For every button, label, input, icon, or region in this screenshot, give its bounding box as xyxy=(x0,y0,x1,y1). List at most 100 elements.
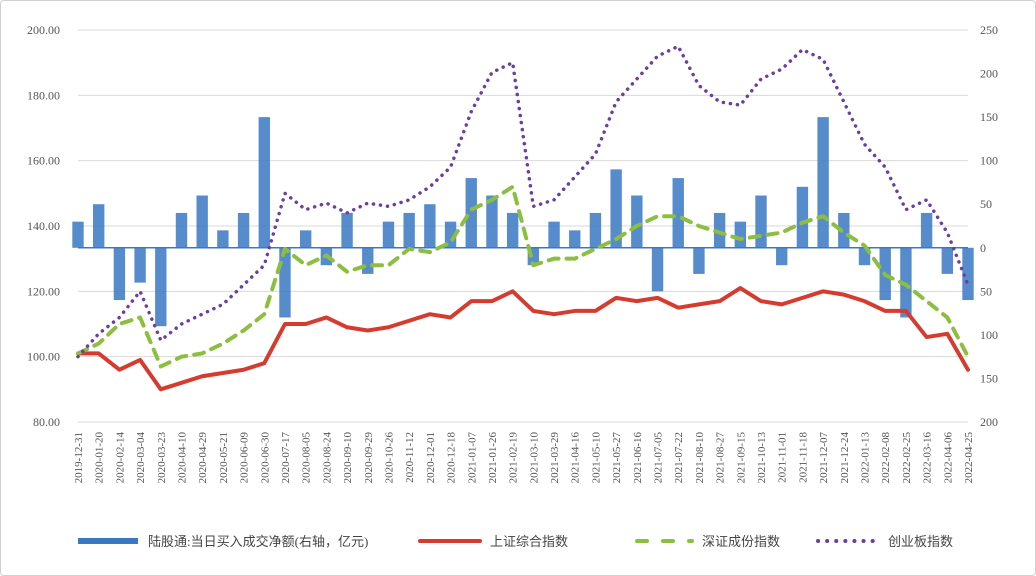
bar-net-inflow xyxy=(631,195,643,248)
x-axis-tick: 2021-01-26 xyxy=(487,432,499,484)
left-axis-tick: 200.00 xyxy=(27,23,60,37)
x-axis-tick: 2020-11-12 xyxy=(404,432,416,483)
bar-net-inflow xyxy=(693,247,705,274)
x-axis-tick: 2020-05-21 xyxy=(218,432,230,483)
x-axis-tick: 2020-08-05 xyxy=(301,432,313,484)
x-axis-tick: 2021-07-05 xyxy=(653,432,665,484)
x-axis-tick: 2022-01-13 xyxy=(860,432,872,484)
x-axis-tick: 2021-03-10 xyxy=(528,432,540,484)
x-axis-tick: 2021-05-27 xyxy=(611,432,623,484)
bar-net-inflow xyxy=(237,212,250,248)
legend-label-1: 上证综合指数 xyxy=(490,534,568,549)
right-axis-tick: 150 xyxy=(980,371,998,385)
x-axis-tick: 2020-10-26 xyxy=(383,432,395,484)
left-axis-tick: 120.00 xyxy=(27,284,60,298)
right-axis-tick: 250 xyxy=(980,23,998,37)
x-axis-tick: 2021-11-18 xyxy=(797,432,809,483)
x-axis-tick: 2021-05-10 xyxy=(590,432,602,484)
x-axis-tick: 2022-03-16 xyxy=(922,432,934,484)
x-axis-tick: 2020-04-10 xyxy=(176,432,188,484)
bar-net-inflow xyxy=(279,247,291,318)
x-axis-tick: 2021-11-01 xyxy=(777,432,789,483)
legend-label-0: 陆股通:当日买入成交净额(右轴，亿元) xyxy=(148,534,368,549)
bar-net-inflow xyxy=(175,212,188,248)
x-axis-tick: 2021-12-24 xyxy=(839,432,851,484)
x-axis-tick: 2020-03-23 xyxy=(156,432,168,484)
bar-net-inflow xyxy=(962,247,974,301)
bar-net-inflow xyxy=(569,230,581,248)
left-axis-tick: 160.00 xyxy=(27,154,60,168)
right-axis-tick: 100 xyxy=(980,154,998,168)
right-axis-tick: 200 xyxy=(980,415,998,429)
bar-net-inflow xyxy=(527,247,540,266)
x-axis-tick: 2021-10-13 xyxy=(756,432,768,484)
bar-net-inflow xyxy=(403,212,415,248)
bar-net-inflow xyxy=(776,247,788,266)
bar-net-inflow xyxy=(610,169,622,248)
bar-net-inflow xyxy=(817,117,829,248)
x-axis-tick: 2020-03-04 xyxy=(135,432,147,484)
left-axis-tick: 180.00 xyxy=(27,88,60,102)
bar-net-inflow xyxy=(506,212,519,248)
left-axis-tick: 140.00 xyxy=(27,219,60,233)
left-axis-tick: 80.00 xyxy=(33,415,60,429)
series-line-3 xyxy=(76,44,970,359)
bar-net-inflow xyxy=(299,230,312,248)
x-axis-tick: 2022-02-25 xyxy=(901,432,913,484)
legend-label-2: 深证成份指数 xyxy=(702,534,780,549)
x-axis-tick: 2021-12-07 xyxy=(818,432,830,484)
bar-net-inflow xyxy=(113,247,126,301)
bar-net-inflow xyxy=(548,221,560,248)
bar-net-inflow xyxy=(734,221,747,248)
x-axis-tick: 2020-04-29 xyxy=(197,432,209,484)
bar-net-inflow xyxy=(217,230,229,248)
right-axis-tick: 200 xyxy=(980,67,998,81)
bar-net-inflow xyxy=(155,247,167,327)
bar-net-inflow xyxy=(134,247,146,283)
bar-net-inflow xyxy=(858,247,871,266)
bar-net-inflow xyxy=(258,117,270,248)
x-axis-tick: 2020-12-01 xyxy=(425,432,437,483)
bar-net-inflow xyxy=(672,178,684,248)
right-axis-tick: 100 xyxy=(980,328,998,342)
bar-net-inflow xyxy=(589,212,602,248)
legend-label-3: 创业板指数 xyxy=(888,534,953,549)
x-axis-tick: 2020-06-09 xyxy=(239,432,251,484)
x-axis-tick: 2020-07-17 xyxy=(280,432,292,484)
x-axis-tick: 2019-12-31 xyxy=(73,432,85,483)
bar-net-inflow xyxy=(920,212,933,248)
bar-net-inflow xyxy=(362,247,374,274)
right-axis-tick: 0 xyxy=(980,241,986,255)
x-axis-tick: 2020-08-24 xyxy=(321,432,333,484)
bar-net-inflow xyxy=(796,186,809,248)
x-axis-tick: 2021-07-22 xyxy=(673,432,685,483)
x-axis-tick: 2020-01-20 xyxy=(94,432,106,484)
bar-net-inflow xyxy=(72,221,84,248)
bar-net-inflow xyxy=(486,195,498,248)
bar-net-inflow xyxy=(382,221,395,248)
bar-net-inflow xyxy=(465,178,477,248)
right-axis-tick: 50 xyxy=(980,197,992,211)
x-axis-tick: 2022-02-08 xyxy=(880,432,892,484)
series-line-2 xyxy=(76,184,970,369)
x-axis-tick: 2020-12-18 xyxy=(446,432,458,484)
x-axis-tick: 2021-06-16 xyxy=(632,432,644,484)
x-axis-tick: 2021-02-19 xyxy=(508,432,520,484)
x-axis-tick: 2021-03-29 xyxy=(549,432,561,484)
bar-net-inflow xyxy=(941,247,953,274)
series-line-1 xyxy=(76,286,970,392)
bar-net-inflow xyxy=(341,212,353,248)
x-axis-tick: 2022-04-25 xyxy=(963,432,975,484)
x-axis-tick: 2021-01-07 xyxy=(466,432,478,484)
bar-net-inflow xyxy=(196,195,208,248)
x-axis-tick: 2020-02-14 xyxy=(114,432,126,484)
x-axis-tick: 2020-06-30 xyxy=(259,432,271,484)
x-axis-tick: 2022-04-06 xyxy=(942,432,954,484)
x-axis-tick: 2021-08-10 xyxy=(694,432,706,484)
bar-net-inflow xyxy=(444,221,457,248)
left-axis-tick: 100.00 xyxy=(27,350,60,364)
bar-net-inflow xyxy=(755,195,767,248)
x-axis-tick: 2020-09-10 xyxy=(342,432,354,484)
bar-net-inflow xyxy=(713,212,726,248)
